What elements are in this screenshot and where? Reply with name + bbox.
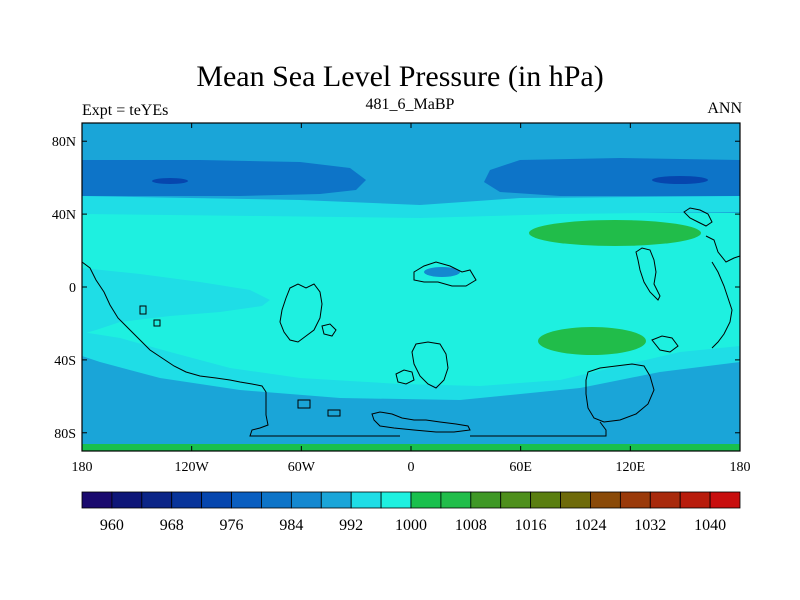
field-north-low-west — [82, 160, 366, 196]
colorbar-label: 1040 — [694, 517, 726, 534]
coastline-islands-west — [139, 305, 147, 315]
field-north-core-west — [152, 178, 188, 184]
coastline-asia — [635, 247, 661, 301]
coastline-americas — [81, 261, 400, 437]
chart-title: Mean Sea Level Pressure (in hPa) — [196, 60, 604, 93]
colorbar-swatch — [679, 491, 711, 509]
colorbar-label: 984 — [279, 517, 303, 534]
chart-subtitle: 481_6_MaBP — [365, 96, 455, 113]
season-label: ANN — [707, 100, 742, 117]
coastline-islands-6 — [395, 369, 415, 385]
field-north-core-east — [652, 176, 708, 184]
coastline-africa — [413, 261, 477, 287]
colorbar-swatch — [171, 491, 203, 509]
coastline-antarctic-east — [470, 421, 607, 437]
field-african-low — [424, 267, 460, 277]
colorbar-swatch — [201, 491, 232, 509]
colorbar-swatch — [440, 491, 472, 509]
coastline-east-asia-2 — [711, 261, 733, 349]
colorbar-label: 1000 — [395, 517, 427, 534]
coastline-antarctica — [371, 411, 471, 433]
coastline-islands-4 — [327, 409, 341, 417]
y-tick-label: 40S — [54, 354, 76, 369]
colorbar-swatch — [709, 491, 741, 509]
coastline-indonesia — [651, 335, 679, 353]
colorbar-swatch — [619, 491, 651, 509]
y-tick-label: 80S — [54, 427, 76, 442]
x-tick-label: 120E — [616, 460, 646, 475]
colorbar-label: 992 — [339, 517, 363, 534]
colorbar-swatch — [81, 491, 113, 509]
map-fields — [82, 123, 740, 451]
colorbar-swatch — [530, 491, 561, 509]
colorbar-swatch — [560, 491, 591, 509]
field-subtropical-high-south — [538, 327, 646, 355]
colorbar-swatch — [111, 491, 143, 509]
colorbar-label: 976 — [220, 517, 244, 534]
coastline-islands-3 — [297, 399, 311, 409]
coastline-islands-5 — [321, 323, 337, 337]
colorbar-swatch — [290, 491, 322, 509]
colorbar-label: 1008 — [455, 517, 487, 534]
colorbar-label: 1016 — [515, 517, 547, 534]
x-tick-label: 60E — [509, 460, 532, 475]
field-north-low-east — [484, 158, 740, 196]
colorbar-swatch — [380, 491, 412, 509]
colorbar-swatch — [320, 491, 352, 509]
colorbar-swatch — [590, 491, 621, 509]
colorbar-swatch — [649, 491, 681, 509]
x-tick-label: 180 — [730, 460, 751, 475]
coastlines — [81, 207, 741, 437]
x-tick-label: 60W — [288, 460, 316, 475]
y-tick-label: 80N — [52, 135, 76, 150]
field-transition-north — [82, 196, 740, 218]
colorbar-label: 1032 — [634, 517, 666, 534]
colorbar: 960 968 976 984 992 1000 1008 1016 1024 1032 1040 — [81, 491, 741, 534]
coastline-japan — [683, 207, 713, 227]
colorbar-label: 1024 — [574, 517, 606, 534]
colorbar-label: 960 — [100, 517, 124, 534]
colorbar-swatch — [231, 491, 262, 509]
x-tick-label: 0 — [408, 460, 415, 475]
colorbar-label: 968 — [160, 517, 184, 534]
colorbar-swatch — [261, 491, 292, 509]
coastline-islands-2 — [153, 319, 161, 327]
x-tick-label: 120W — [175, 460, 210, 475]
y-tick-label: 40N — [52, 208, 76, 223]
field-transition-east-pacific — [82, 268, 270, 334]
field-subtropical-high-north — [529, 220, 701, 246]
coastline-south-america — [279, 283, 323, 343]
colorbar-swatch — [350, 491, 382, 509]
x-tick-label: 180 — [72, 460, 93, 475]
colorbar-swatch — [500, 491, 532, 509]
y-axis: 80N 40N 0 40S 80S — [52, 135, 740, 442]
colorbar-swatch — [410, 491, 442, 509]
y-tick-label: 0 — [69, 281, 76, 296]
colorbar-swatch — [470, 491, 502, 509]
experiment-label: Expt = teYEs — [82, 102, 169, 119]
coastline-africa-south — [411, 341, 449, 389]
coastline-australia — [585, 363, 655, 423]
coastline-east-asia — [705, 235, 741, 263]
colorbar-swatch — [141, 491, 173, 509]
x-axis: 180 120W 60W 0 60E 120E 180 — [72, 123, 751, 475]
